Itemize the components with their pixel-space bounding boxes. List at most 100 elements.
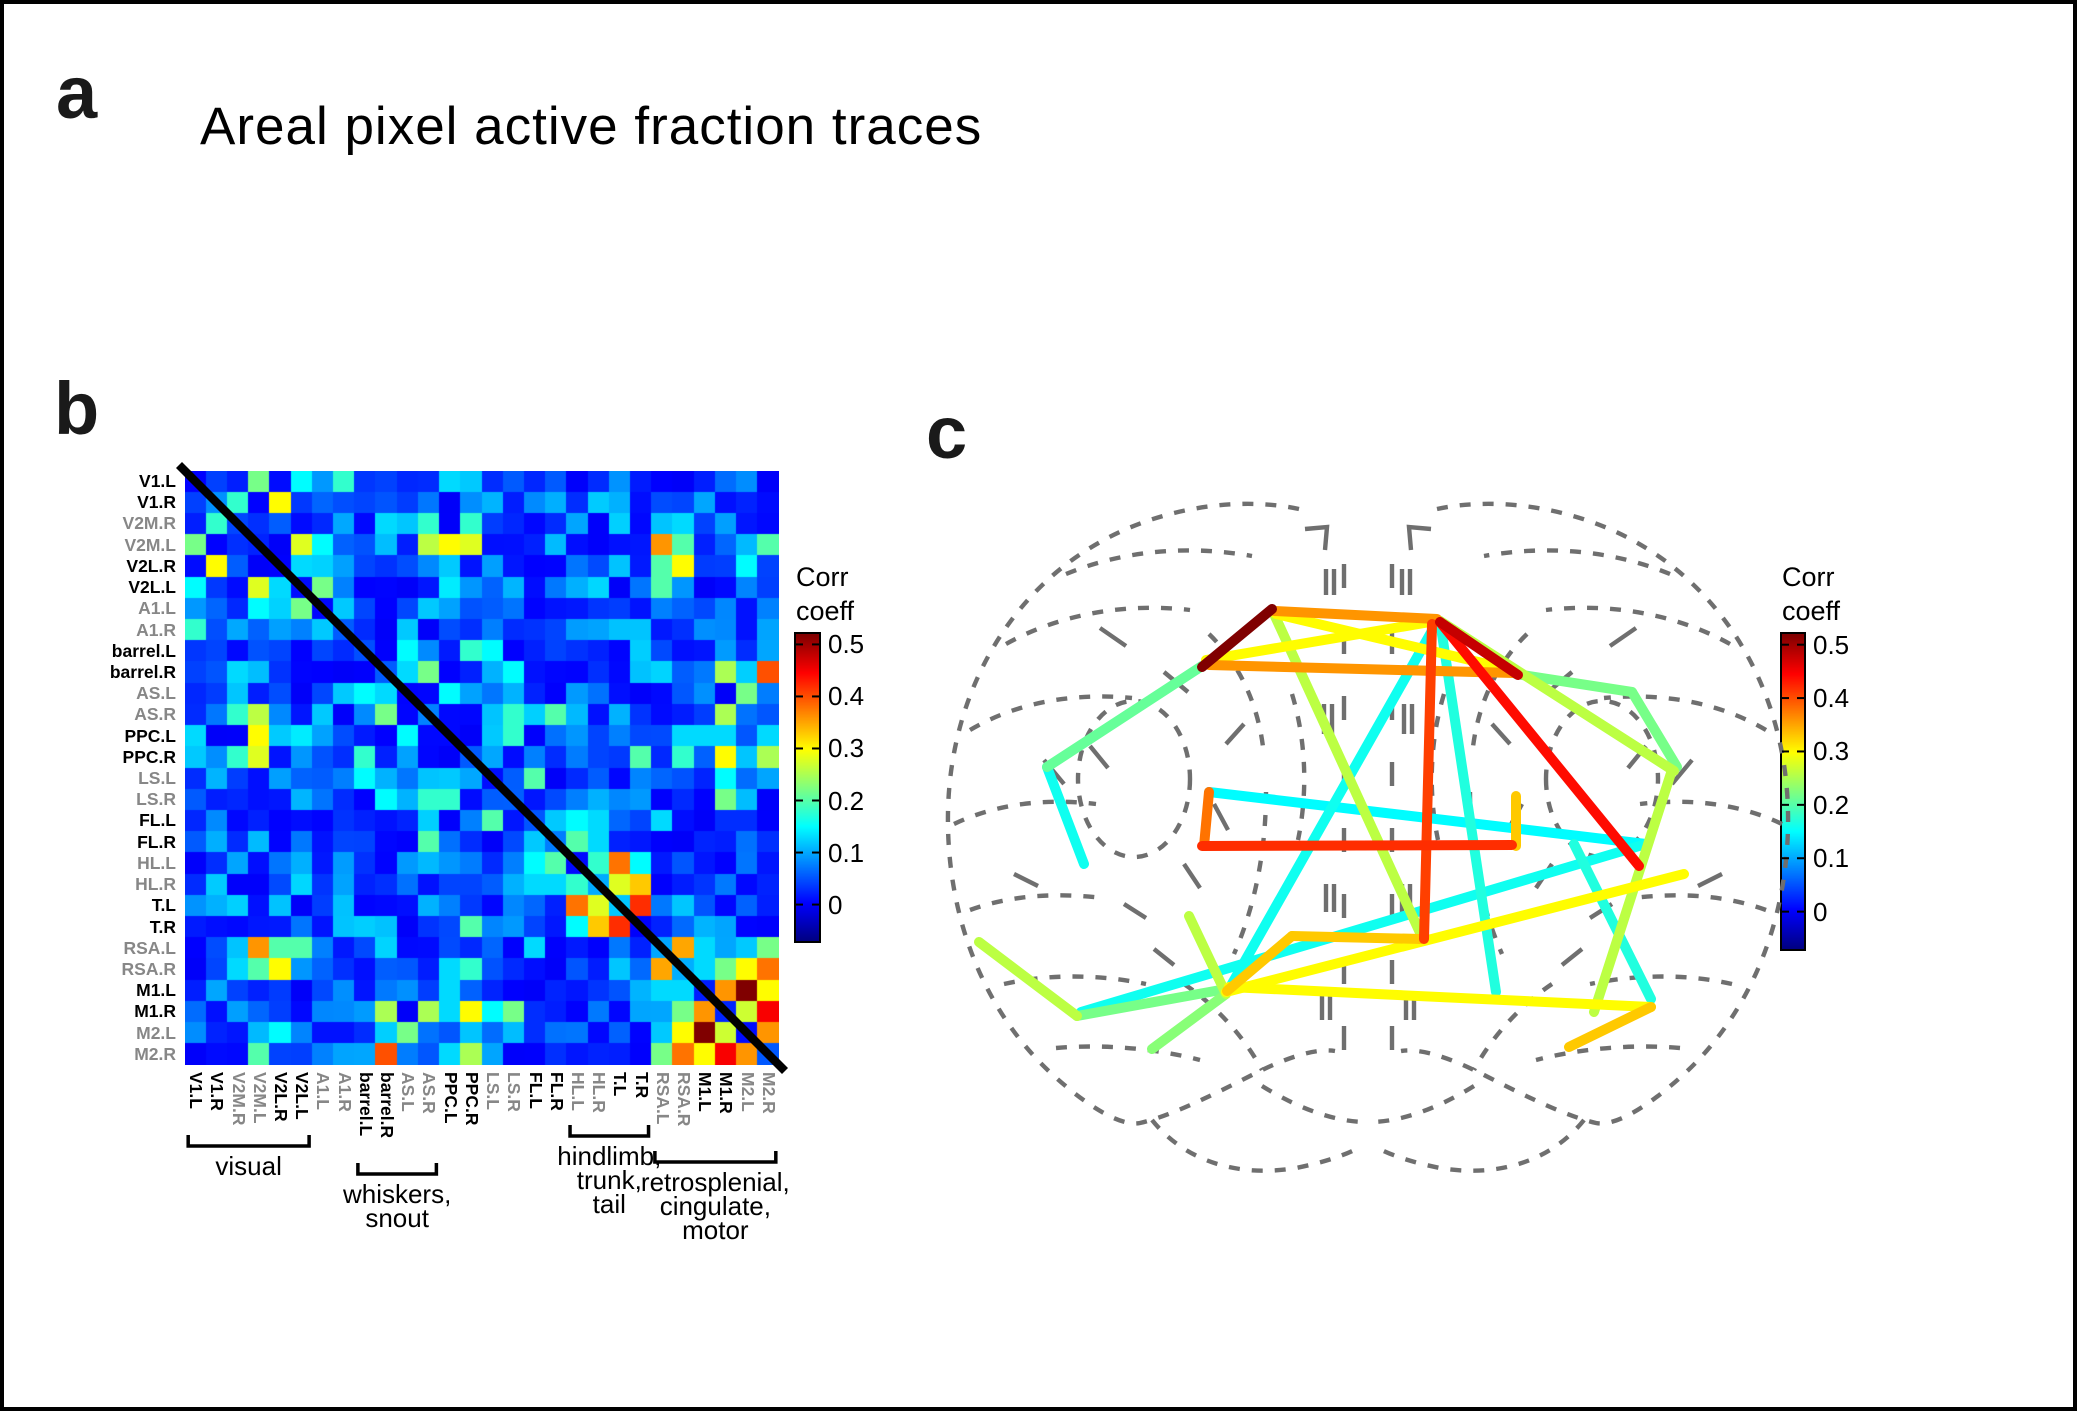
colorbar-b-tick-label-4: 0.1 <box>828 837 865 868</box>
brain-outline <box>948 504 1788 1171</box>
colorbar-c-tick-label-3: 0.2 <box>1813 789 1850 820</box>
colorbar-c-tick-label-4: 0.1 <box>1813 843 1850 874</box>
group-label-3: retrosplenial, cingulate, motor <box>555 1169 875 1243</box>
col-label-V2L.L: V2L.L <box>292 1072 313 1120</box>
row-label-HL.L: HL.L <box>137 852 176 873</box>
col-label-V2L.R: V2L.R <box>270 1072 291 1122</box>
col-label-RSA.L: RSA.L <box>652 1072 673 1125</box>
group-label-2-line1: trunk, <box>576 1165 642 1195</box>
col-label-M1.R: M1.R <box>716 1072 737 1114</box>
col-label-T.L: T.L <box>610 1072 631 1097</box>
connectivity-edge-28 <box>1197 840 1517 851</box>
row-label-FL.R: FL.R <box>137 831 176 852</box>
col-label-HL.R: HL.R <box>589 1072 610 1113</box>
row-label-V2L.L: V2L.L <box>128 577 176 598</box>
colorbar-b-tick-label-2: 0.3 <box>828 733 865 764</box>
col-label-A1.L: A1.L <box>313 1072 334 1110</box>
group-label-1-line1: snout <box>365 1203 429 1233</box>
connectivity-edge-30 <box>1435 617 1523 680</box>
connectivity-edge-26 <box>1199 787 1214 851</box>
row-label-HL.R: HL.R <box>135 874 176 895</box>
row-label-M2.L: M2.L <box>136 1022 176 1043</box>
col-label-A1.R: A1.R <box>334 1072 355 1112</box>
colorbar-c-title-line2: coeff <box>1782 596 1841 626</box>
connectivity-edge-15 <box>1269 609 1427 942</box>
row-label-LS.L: LS.L <box>138 768 176 788</box>
colorbar-b-tick-label-0: 0.5 <box>828 629 865 660</box>
connectivity-edge-22 <box>1222 931 1297 996</box>
col-label-LS.R: LS.R <box>504 1072 525 1112</box>
connectivity-edges <box>974 604 1689 1054</box>
col-label-V1.R: V1.R <box>207 1072 228 1111</box>
col-label-T.R: T.R <box>631 1072 652 1099</box>
row-label-V1.R: V1.R <box>137 492 176 513</box>
col-label-barrel.R: barrel.R <box>377 1072 398 1139</box>
row-label-PPC.L: PPC.L <box>124 725 176 746</box>
group-bracket-2 <box>568 1125 651 1138</box>
group-label-2-line0: hindlimb, <box>557 1141 662 1171</box>
connectivity-edge-21 <box>1287 931 1426 944</box>
connectivity-edge-25 <box>1204 660 1519 678</box>
row-label-M1.R: M1.R <box>134 1001 176 1022</box>
connectivity-edge-6 <box>1042 661 1207 772</box>
connectivity-edge-8 <box>1627 687 1682 772</box>
colorbar-panel-b <box>794 632 821 943</box>
colorbar-b-title-line2: coeff <box>796 596 855 626</box>
row-label-barrel.R: barrel.R <box>109 661 176 682</box>
connectivity-edge-27 <box>1419 619 1437 944</box>
group-label-0: visual <box>89 1151 409 1181</box>
row-label-RSA.L: RSA.L <box>123 937 177 958</box>
group-label-2: hindlimb, trunk, tail <box>449 1141 769 1217</box>
connectivity-edge-17 <box>1201 616 1441 665</box>
colorbar-c-tick-label-0: 0.5 <box>1813 629 1850 660</box>
connectivity-edge-31 <box>1197 604 1277 672</box>
colorbar-b-title: Corr coeff <box>796 560 854 628</box>
row-label-V2M.R: V2M.R <box>122 513 176 534</box>
connectivity-edge-10 <box>1147 989 1231 1054</box>
connectivity-edge-5 <box>1569 839 1656 1004</box>
row-label-RSA.R: RSA.R <box>121 958 176 979</box>
col-label-V2M.L: V2M.L <box>249 1072 270 1124</box>
connectivity-edge-7 <box>1511 669 1637 697</box>
row-label-V1.L: V1.L <box>139 471 176 491</box>
col-label-barrel.L: barrel.L <box>355 1072 376 1137</box>
col-label-M1.L: M1.L <box>695 1072 716 1112</box>
row-label-A1.R: A1.R <box>136 619 176 640</box>
connectivity-edge-1 <box>1042 762 1089 869</box>
connectivity-edge-13 <box>974 937 1082 1021</box>
col-label-V2M.R: V2M.R <box>228 1072 249 1126</box>
colorbar-b-tick-label-1: 0.4 <box>828 681 865 712</box>
row-label-T.R: T.R <box>149 916 176 937</box>
connectivity-edge-9 <box>1072 984 1231 1021</box>
connectivity-edge-14 <box>1184 911 1231 999</box>
group-label-0-line0: visual <box>215 1151 282 1181</box>
row-label-M2.R: M2.R <box>134 1043 176 1064</box>
connectivity-edge-0 <box>1204 787 1651 849</box>
colorbar-c-tick-label-1: 0.4 <box>1813 683 1850 714</box>
col-label-PPC.R: PPC.R <box>461 1072 482 1126</box>
row-label-FL.L: FL.L <box>139 810 176 831</box>
colorbar-c-title-line1: Corr <box>1782 562 1835 592</box>
row-label-AS.R: AS.R <box>134 704 176 725</box>
connectivity-edge-2 <box>1224 617 1442 994</box>
group-label-1-line0: whiskers, <box>342 1179 452 1209</box>
col-label-FL.L: FL.L <box>525 1072 546 1109</box>
connectivity-edge-24 <box>1269 606 1442 624</box>
col-label-PPC.L: PPC.L <box>440 1072 461 1124</box>
col-label-LS.L: LS.L <box>483 1072 504 1110</box>
col-label-AS.L: AS.L <box>398 1072 419 1112</box>
colorbar-b-tick-label-3: 0.2 <box>828 785 865 816</box>
colorbar-tick-marks <box>796 643 1804 913</box>
row-label-A1.L: A1.L <box>138 598 176 619</box>
col-label-V1.L: V1.L <box>186 1072 207 1109</box>
panel-c-letter: c <box>926 391 968 474</box>
panel-b-letter: b <box>54 367 100 450</box>
colorbar-b-tick-label-5: 0 <box>828 889 843 920</box>
col-label-FL.R: FL.R <box>546 1072 567 1111</box>
colorbar-c-tick-label-5: 0 <box>1813 896 1828 927</box>
panel-a-letter: a <box>56 51 98 134</box>
row-label-LS.R: LS.R <box>136 789 176 810</box>
col-label-M2.R: M2.R <box>758 1072 779 1114</box>
row-label-M1.L: M1.L <box>136 980 176 1001</box>
